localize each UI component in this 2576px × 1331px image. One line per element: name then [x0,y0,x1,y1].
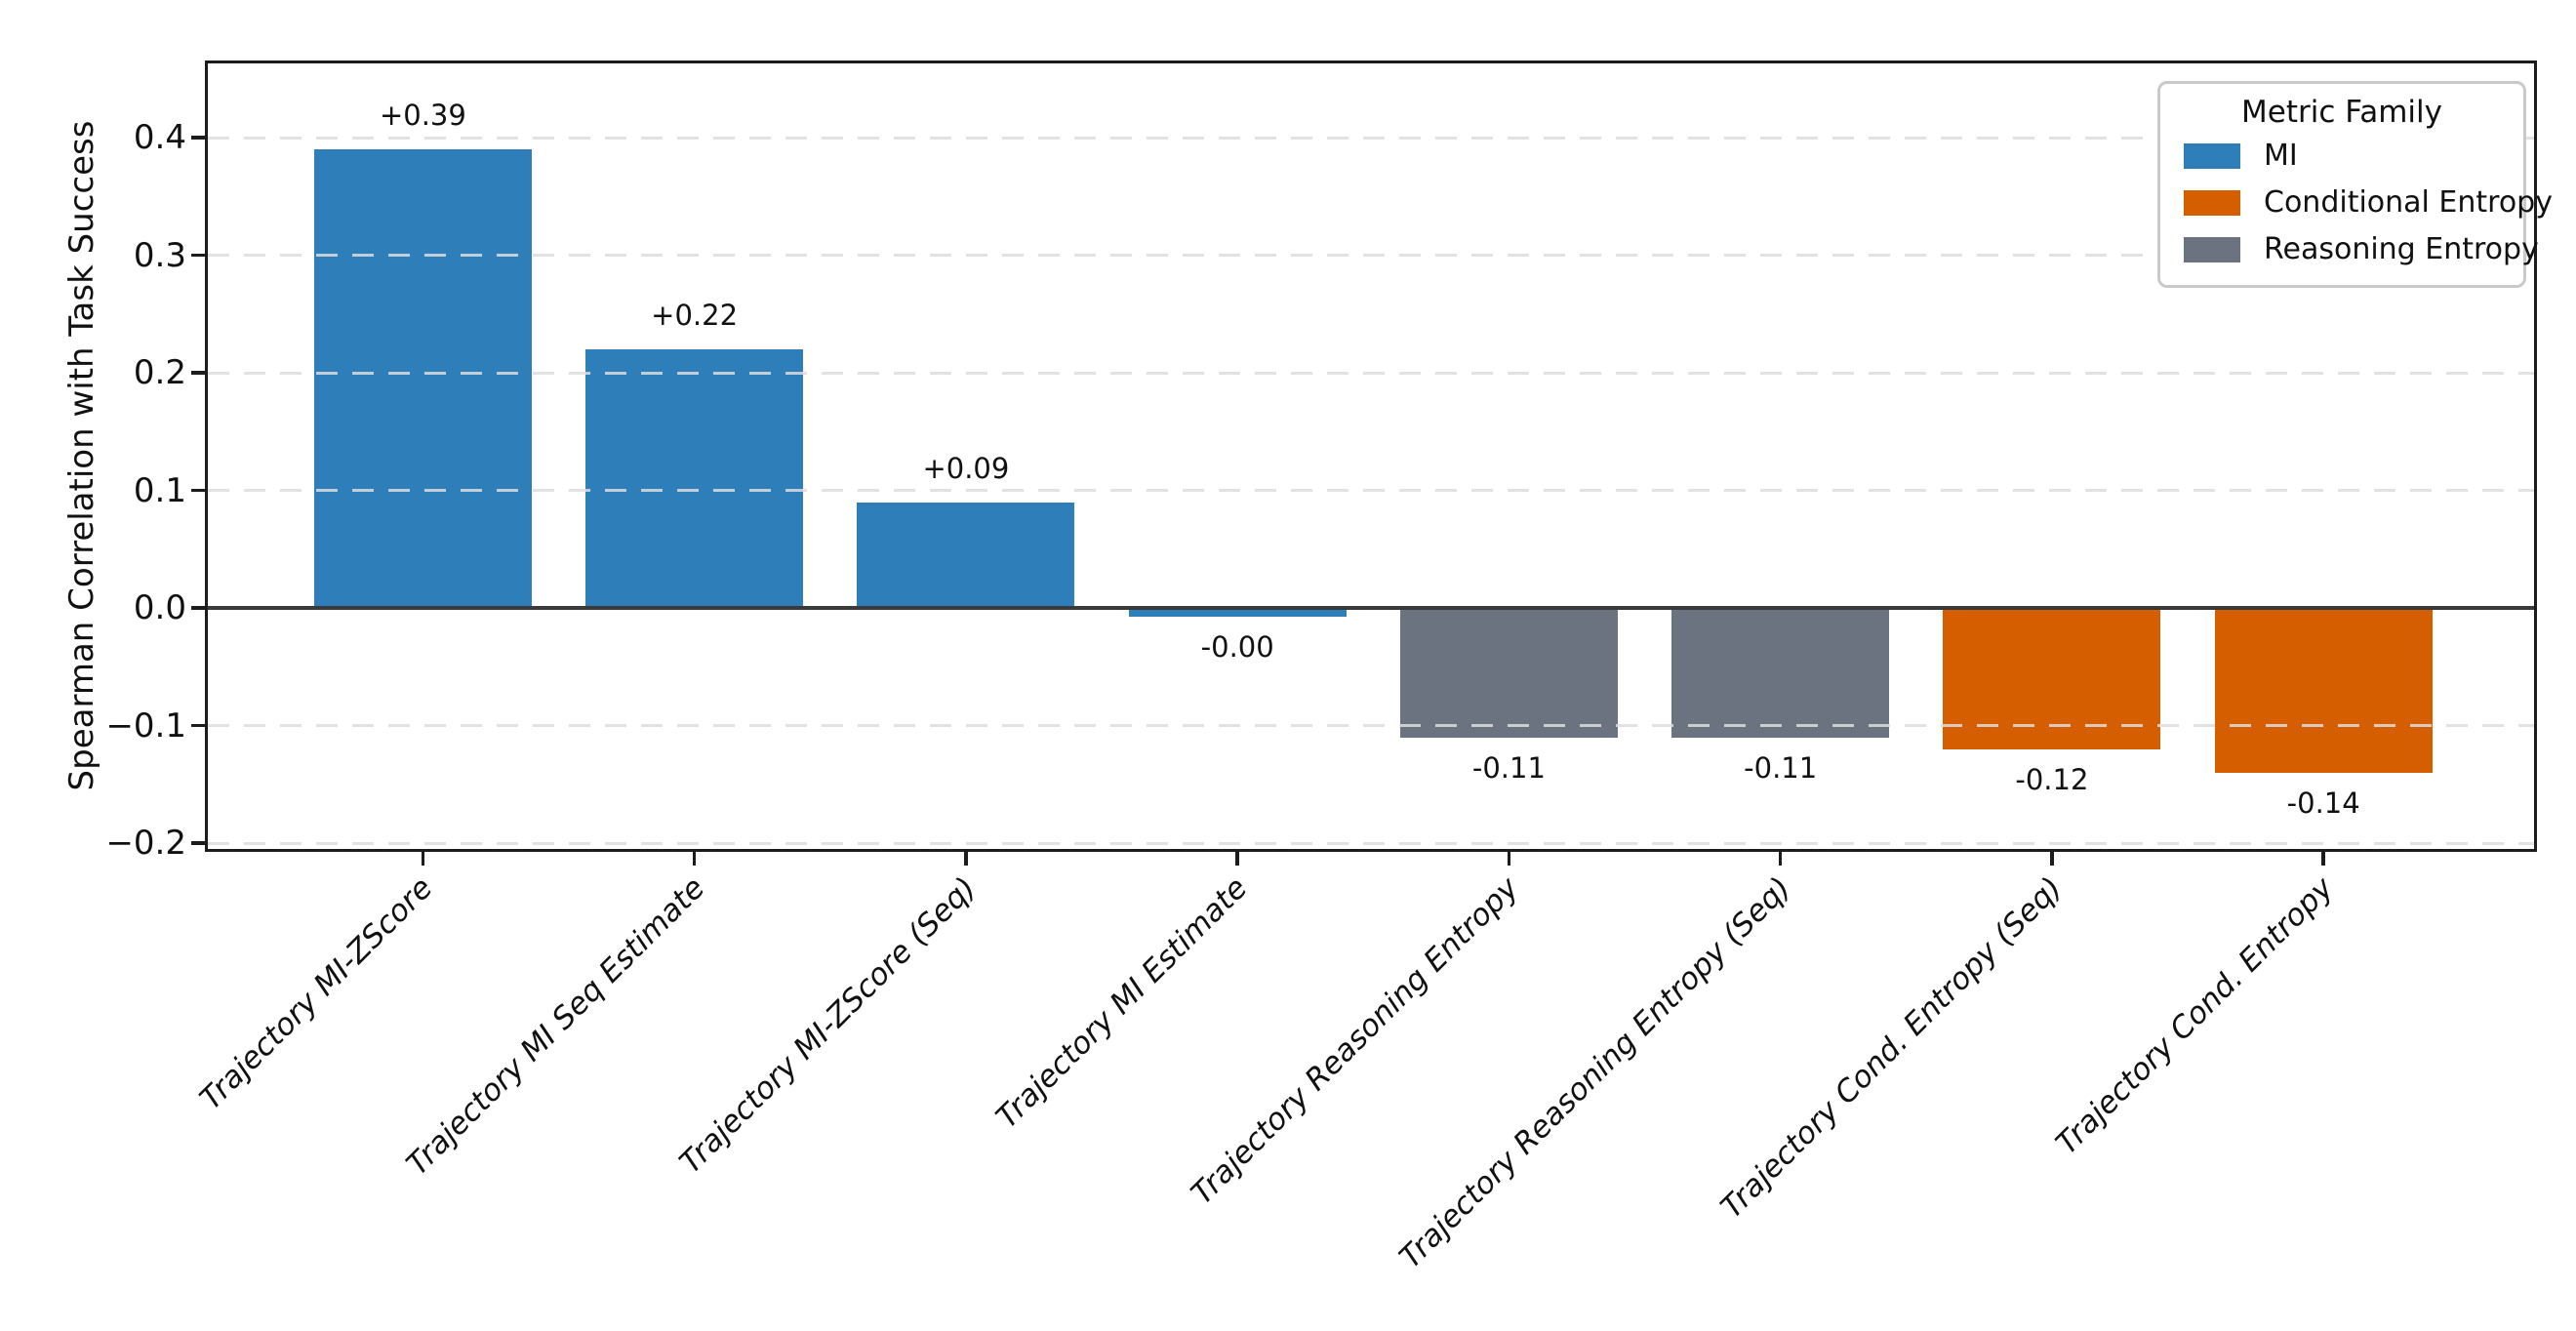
bar [1671,608,1890,738]
y-tick-mark [191,723,205,728]
x-tick-label: Trajectory Reasoning Entropy (Seq) [1392,870,1798,1275]
bar [585,348,804,608]
bar [857,502,1075,609]
bar-value-label: -0.00 [1200,630,1274,664]
bar [313,149,532,608]
x-tick-label: Trajectory Reasoning Entropy [1185,870,1526,1212]
bar [1128,608,1347,617]
legend-item: Reasoning Entropy [2160,226,2539,273]
legend-item: Conditional Entropy [2160,180,2553,226]
legend-swatch [2184,190,2240,216]
y-tick-mark [191,253,205,258]
y-tick-mark [191,488,205,493]
gridline [208,371,2534,375]
y-tick-label: 0.2 [133,353,186,392]
bar [2214,608,2433,773]
bar-value-label: -0.11 [1471,750,1546,785]
y-tick-mark [191,136,205,140]
y-tick-mark [191,841,205,845]
bar-value-label: +0.22 [651,298,739,332]
x-tick-mark [421,852,425,866]
x-tick-label: Trajectory Cond. Entropy (Seq) [1713,870,2070,1226]
gridline [208,136,2534,140]
plot-area: Metric Family MI Conditional Entropy Reaso… [105,60,2553,1275]
x-tick-label: Trajectory MI-ZScore [193,870,440,1117]
legend-item-label: Reasoning Entropy [2264,232,2539,266]
y-tick-label: 0.3 [133,235,186,275]
x-tick-mark [1235,852,1239,866]
x-tick-mark [1778,852,1783,866]
y-axis-label: Spearman Correlation with Task Success [62,120,101,791]
bar-value-label: +0.09 [922,451,1010,485]
legend-swatch [2184,143,2240,169]
legend-rows: MI Conditional Entropy Reasoning Entropy [2160,133,2553,273]
y-tick-mark [191,371,205,375]
x-tick-mark [2321,852,2325,866]
legend: Metric Family MI Conditional Entropy Reaso… [2157,81,2553,288]
x-tick-mark [2050,852,2054,866]
x-tick-label: Trajectory MI Estimate [989,870,1255,1136]
gridline [208,724,2534,727]
x-tick-mark [964,852,968,866]
bar-value-label: +0.39 [379,99,466,133]
y-tick-label: 0.0 [133,588,186,627]
y-tick-label: 0.1 [133,470,186,510]
y-tick-label: −0.2 [105,824,186,863]
gridline [208,841,2534,845]
bar-value-label: -0.14 [2286,786,2360,820]
y-tick-mark [191,606,205,610]
y-tick-label: 0.4 [133,118,186,157]
x-tick-label: Trajectory Cond. Entropy [2049,870,2341,1162]
gridline [208,254,2534,257]
zero-line [208,606,2534,610]
x-tick-label: Trajectory MI-ZScore (Seq) [672,870,984,1181]
legend-item-label: Conditional Entropy [2264,185,2553,220]
legend-item: MI [2160,133,2523,180]
legend-title: Metric Family [2241,95,2442,130]
legend-item-label: MI [2264,139,2298,173]
bar-value-label: -0.11 [1744,750,1818,785]
bar-value-label: -0.12 [2015,762,2089,796]
gridline [208,489,2534,492]
x-tick-label: Trajectory MI Seq Estimate [399,870,712,1183]
x-tick-mark [692,852,697,866]
legend-swatch [2184,237,2240,262]
bar [1943,608,2161,749]
x-tick-mark [1507,852,1511,866]
y-tick-label: −0.1 [105,706,186,746]
bar [1399,608,1618,738]
